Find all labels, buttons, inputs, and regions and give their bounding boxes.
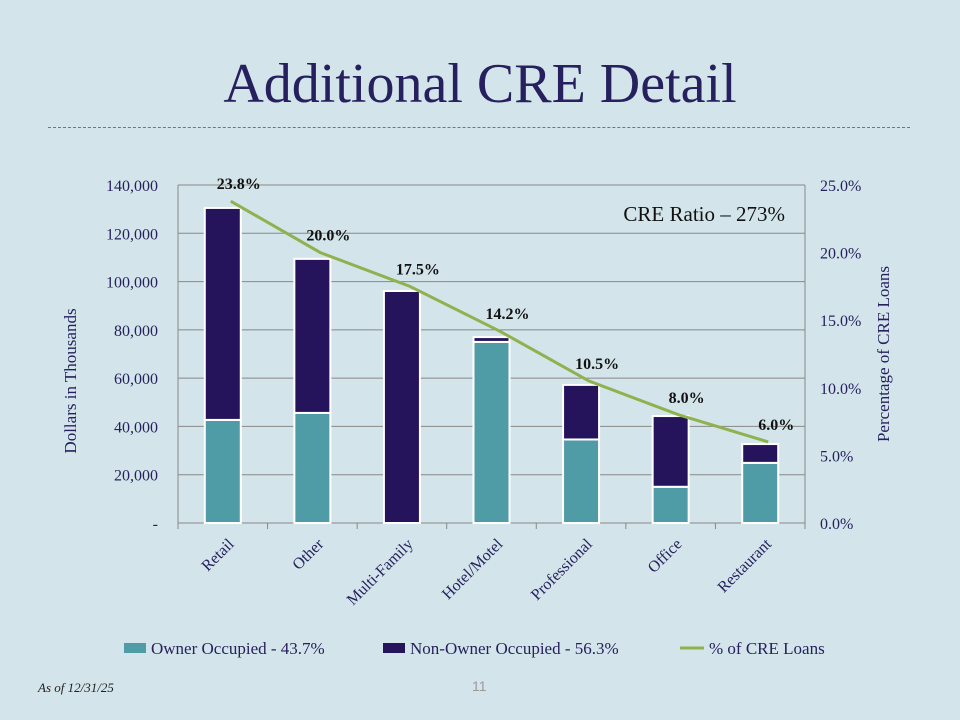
x-tick-label: Professional	[528, 535, 596, 603]
y2-tick-label: 15.0%	[820, 313, 861, 330]
legend-label: % of CRE Loans	[709, 639, 825, 658]
bar-segment	[472, 340, 511, 524]
data-label: 8.0%	[669, 390, 705, 407]
y2-tick-label: 20.0%	[820, 246, 861, 263]
data-label: 14.2%	[486, 306, 530, 323]
bar-segment	[562, 438, 601, 525]
y-tick-label: 100,000	[106, 275, 158, 292]
x-tick-label: Other	[289, 535, 327, 573]
footer-date: As of 12/31/25	[38, 680, 114, 695]
data-label: 17.5%	[396, 261, 440, 278]
line-series	[230, 199, 769, 444]
bar-segment	[651, 415, 690, 488]
x-tick-label: Multi-Family	[344, 536, 417, 609]
page-title: Additional CRE Detail	[223, 53, 737, 115]
legend-label: Owner Occupied - 43.7%	[151, 639, 325, 658]
bar-segment	[472, 336, 511, 343]
x-tick-label: Hotel/Motel	[439, 535, 507, 603]
bar-segment	[741, 461, 780, 524]
y2-tick-label: 25.0%	[820, 178, 861, 195]
x-tick-label: Restaurant	[715, 535, 776, 596]
bar-segment	[203, 206, 242, 421]
y2-tick-label: 5.0%	[820, 448, 853, 465]
y2-tick-label: 0.0%	[820, 516, 853, 533]
y-tick-label: 40,000	[114, 419, 158, 436]
bar-segment	[293, 257, 332, 414]
x-tick-label: Retail	[199, 535, 238, 574]
y2-tick-label: 10.0%	[820, 381, 861, 398]
y-axis-title: Dollars in Thousands	[61, 308, 80, 453]
legend-swatch	[383, 643, 405, 653]
y-tick-label: 20,000	[114, 468, 158, 485]
bar-segment	[741, 443, 780, 464]
cre-ratio-annotation: CRE Ratio – 273%	[623, 202, 785, 226]
y-tick-label: 60,000	[114, 371, 158, 388]
legend-label: Non-Owner Occupied - 56.3%	[410, 639, 619, 658]
y-tick-label: 140,000	[106, 178, 158, 195]
page-number: 11	[472, 678, 487, 694]
data-label: 10.5%	[575, 356, 619, 373]
bar-segment	[651, 485, 690, 524]
bar-segment	[382, 289, 421, 525]
bar-segment	[562, 383, 601, 441]
title-divider	[48, 127, 910, 128]
bar-segment	[293, 411, 332, 524]
y-tick-label: 80,000	[114, 323, 158, 340]
y-tick-label: -	[153, 516, 158, 533]
data-label: 6.0%	[758, 417, 794, 434]
y2-axis-title: Percentage of CRE Loans	[874, 266, 893, 442]
data-label: 23.8%	[217, 176, 261, 193]
bar-segment	[203, 418, 242, 524]
y-tick-label: 120,000	[106, 226, 158, 243]
legend-swatch	[124, 643, 146, 653]
x-tick-label: Office	[645, 536, 686, 577]
data-label: 20.0%	[306, 228, 350, 245]
